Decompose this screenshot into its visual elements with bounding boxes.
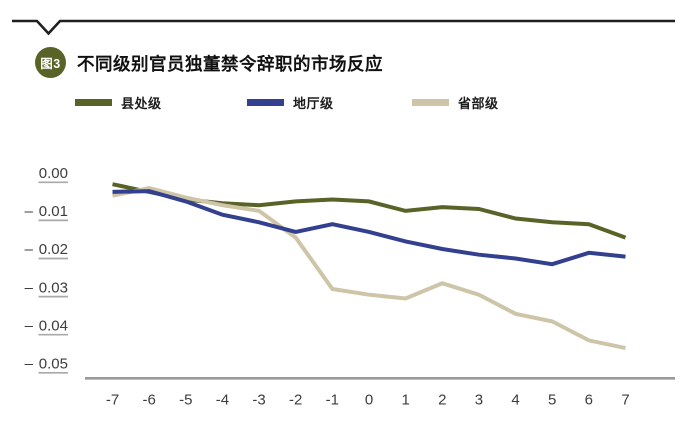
y-tick-label: 0.05 — [39, 356, 68, 373]
y-tick-minus: – — [25, 317, 34, 334]
y-tick-label: 0.00 — [39, 165, 68, 182]
chart-title: 不同级别官员独董禁令辞职的市场反应 — [77, 54, 383, 74]
x-tick-label: -2 — [289, 392, 302, 409]
series-line-1 — [112, 189, 626, 267]
figure-badge: 图3 — [35, 47, 66, 78]
header-rule-line — [12, 19, 675, 36]
x-tick-label: -1 — [326, 392, 339, 409]
x-tick-label: -6 — [142, 392, 155, 409]
legend-swatch-county-level — [75, 99, 112, 106]
x-tick-label: 5 — [548, 392, 556, 409]
x-tick-label: 0 — [365, 392, 373, 409]
x-tick-label: 1 — [401, 392, 409, 409]
y-tick-label: 0.04 — [39, 317, 68, 334]
legend-label-prefecture-level: 地厅级 — [293, 96, 334, 111]
x-tick-label: -3 — [252, 392, 265, 409]
y-tick-minus: – — [25, 279, 34, 296]
legend-label-county-level: 县处级 — [121, 96, 162, 111]
x-tick-label: 3 — [475, 392, 483, 409]
y-tick-label: 0.01 — [39, 203, 68, 220]
header-rule — [12, 19, 675, 36]
legend-item-prefecture-level: 地厅级 — [247, 93, 334, 112]
y-tick-minus: – — [25, 203, 34, 220]
y-tick-minus: – — [25, 356, 34, 373]
x-tick-label: 2 — [438, 392, 446, 409]
y-tick-label: 0.03 — [39, 279, 68, 296]
y-tick-minus: – — [25, 241, 34, 258]
series-line-0 — [112, 182, 627, 240]
legend-swatch-provincial-level — [412, 99, 449, 106]
legend-swatch-prefecture-level — [247, 99, 284, 106]
legend-item-provincial-level: 省部级 — [412, 93, 499, 112]
legend-item-county-level: 县处级 — [75, 93, 162, 112]
x-tick-label: -5 — [179, 392, 192, 409]
x-tick-label: -4 — [216, 392, 229, 409]
x-tick-label: 4 — [511, 392, 519, 409]
series-line-2 — [112, 185, 626, 351]
x-tick-label: 7 — [621, 392, 629, 409]
x-tick-label: -7 — [106, 392, 119, 409]
y-tick-label: 0.02 — [39, 241, 68, 258]
figure-badge-label: 图3 — [40, 57, 61, 71]
legend-label-provincial-level: 省部级 — [458, 96, 499, 111]
legend: 县处级 地厅级 省部级 — [0, 93, 699, 112]
x-tick-label: 6 — [585, 392, 593, 409]
